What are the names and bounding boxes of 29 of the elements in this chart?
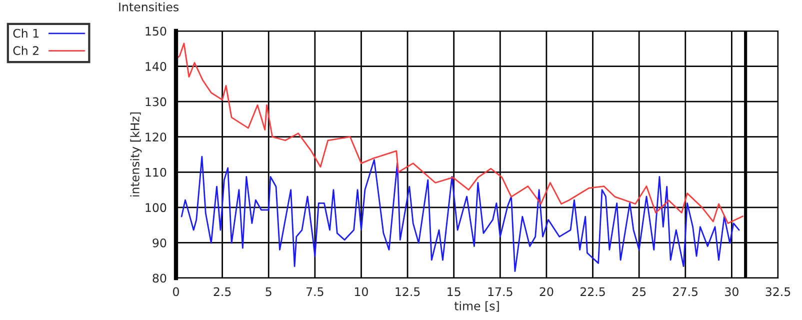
y-tick-label: 130 (146, 97, 166, 106)
x-tick-label: 27.5 (673, 287, 698, 296)
x-tick-label: 0 (173, 287, 179, 296)
x-tick-label: 17.5 (488, 287, 512, 296)
x-tick-label: 20 (540, 287, 554, 296)
y-tick-label: 110 (146, 168, 166, 177)
x-tick-label: 7.5 (306, 287, 324, 296)
y-tick-label: 150 (146, 26, 166, 36)
x-axis-title: time [s] (454, 301, 499, 312)
x-tick-label: 30 (725, 287, 738, 296)
x-tick-label: 32.5 (766, 287, 790, 296)
line-series (176, 42, 744, 224)
y-tick-label: 120 (146, 132, 166, 142)
legend-label: Ch 1 (13, 28, 39, 38)
x-tick-label: 12.5 (396, 287, 420, 296)
x-tick-label: 15 (448, 287, 460, 296)
legend-label: Ch 2 (13, 46, 38, 56)
x-tick-label: 5 (266, 287, 272, 296)
y-tick-label: 140 (146, 62, 166, 71)
x-tick-label: 25 (632, 287, 646, 296)
y-tick-label: 80 (152, 274, 166, 283)
x-tick-label: 10 (355, 287, 368, 296)
y-axis-title: intensity [kHz] (130, 112, 142, 196)
x-tick-label: 22.5 (580, 287, 605, 296)
line-series (180, 156, 740, 272)
chart-title: Intensities (119, 2, 179, 12)
y-tick-label: 100 (146, 203, 166, 212)
x-tick-label: 2.5 (214, 287, 231, 296)
y-tick-label: 90 (152, 238, 166, 248)
